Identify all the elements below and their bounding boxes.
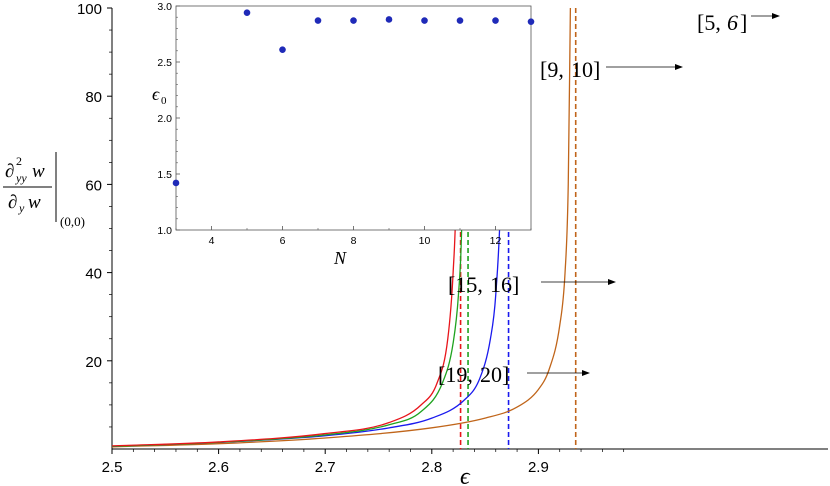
inset-points [172,9,535,187]
y-tick-label: 40 [85,266,102,283]
inset-y-tick-label: 3.0 [157,1,172,13]
inset-y-tick-label: 1.0 [157,225,172,237]
annotation-19-20: [19, 20] [438,362,590,387]
x-tick-label: 2.6 [208,459,229,476]
inset-data-point [314,17,322,24]
annotation-5-6: [5, 6 ] [697,10,780,35]
inset-data-point [350,17,357,24]
inset-data-point [385,16,393,23]
svg-text:[15,: [15, [448,272,483,297]
inset-y-label: ϵ 0 [152,84,167,107]
svg-text:y: y [18,201,25,215]
inset-x-label: N [333,248,347,268]
annotation-9-10: [9, 10] [540,57,683,82]
svg-text:[9,: [9, [540,57,564,82]
annotation-15-16: [15, 16] [448,272,616,297]
inset-plot: 4 6 8 10 12 1.0 1.5 2.0 2.5 3.0 ϵ 0 N [148,1,535,268]
svg-text:[5,: [5, [697,10,721,35]
y-axis-label: ∂ 2 yy w ∂ y w (0,0) [3,152,85,229]
svg-text:(0,0): (0,0) [60,214,85,229]
svg-text:2: 2 [16,154,22,168]
svg-text:ϵ: ϵ [152,84,160,104]
inset-data-point [492,17,499,24]
x-axis-label: ϵ [460,464,471,486]
inset-data-point [421,17,428,24]
inset-y-tick-label: 2.0 [157,113,172,125]
inset-data-point [243,9,251,17]
svg-text:20]: 20] [480,362,509,387]
inset-data-point [456,17,464,24]
x-tick-label: 2.5 [102,459,123,476]
svg-text:[19,: [19, [438,362,473,387]
inset-x-tick-label: 6 [280,235,286,247]
inset-data-point [527,18,535,25]
x-tick-label: 2.9 [528,459,549,476]
inset-x-tick-label: 12 [490,235,502,247]
series-curve [111,7,572,448]
svg-text:]: ] [740,10,747,35]
svg-text:∂: ∂ [5,161,14,182]
svg-text:yy: yy [15,171,27,185]
svg-text:w: w [32,161,45,182]
y-tick-label: 20 [85,354,102,371]
inset-x-tick-label: 4 [209,235,215,247]
svg-text:10]: 10] [571,57,600,82]
x-tick-label: 2.7 [315,459,336,476]
inset-x-tick-label: 8 [351,235,357,247]
svg-text:∂: ∂ [8,192,17,213]
svg-text:w: w [28,192,41,213]
svg-text:16]: 16] [490,272,519,297]
inset-ticks: 4 6 8 10 12 1.0 1.5 2.0 2.5 3.0 [157,1,532,247]
svg-text:0: 0 [161,95,167,107]
inset-data-point [279,46,286,53]
svg-text:6: 6 [727,10,738,35]
y-tick-label: 80 [85,89,102,106]
inset-x-tick-label: 10 [419,235,431,247]
inset-data-point [172,179,180,187]
inset-y-tick-label: 1.5 [157,169,172,181]
y-tick-label: 100 [77,1,102,18]
y-tick-label: 60 [85,177,102,194]
inset-y-tick-label: 2.5 [157,57,172,69]
x-tick-label: 2.8 [421,459,442,476]
